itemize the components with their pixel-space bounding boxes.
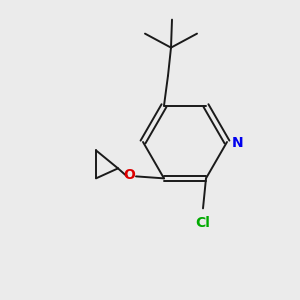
Text: N: N bbox=[232, 136, 244, 150]
Text: Cl: Cl bbox=[196, 216, 210, 230]
Text: O: O bbox=[123, 168, 135, 182]
